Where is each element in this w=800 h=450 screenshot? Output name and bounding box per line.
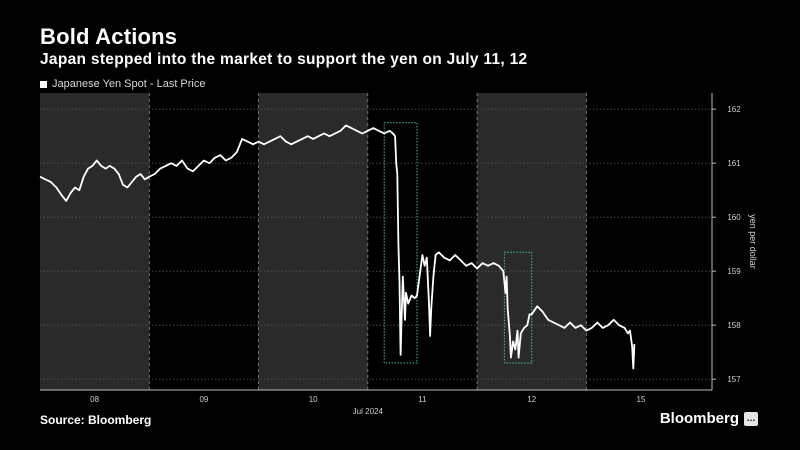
grid-lines	[40, 108, 712, 380]
x-tick-label-12: 12	[527, 395, 536, 404]
y-axis-label: yen per dollar	[748, 214, 758, 269]
x-axis-label: Jul 2024	[353, 407, 384, 416]
brand-logo: Bloomberg …	[660, 410, 758, 427]
intervention-box-0	[383, 122, 418, 364]
x-tick-label-08: 08	[90, 395, 99, 404]
shaded-period-2	[477, 93, 587, 390]
y-tick-label-161: 161	[727, 159, 741, 168]
y-tick-label-160: 160	[727, 213, 741, 222]
source-note: Source: Bloomberg	[40, 413, 152, 427]
chat-bubble-icon: …	[744, 411, 758, 426]
y-tick-label-158: 158	[727, 321, 741, 330]
y-tick-labels: 157 158 159 160 161 162	[712, 105, 741, 384]
shaded-period-0	[40, 93, 150, 390]
x-tick-labels: 08 09 10 11 12 15	[90, 395, 646, 404]
x-tick-label-10: 10	[309, 395, 318, 404]
y-tick-label-157: 157	[727, 375, 741, 384]
series-line-0	[39, 124, 636, 370]
shaded-period-1	[258, 93, 368, 390]
axes	[40, 93, 713, 391]
x-tick-label-15: 15	[637, 395, 646, 404]
intervention-boxes	[383, 122, 533, 364]
x-tick-label-11: 11	[418, 395, 427, 404]
brand-name: Bloomberg	[659, 410, 739, 427]
y-tick-label-159: 159	[727, 267, 741, 276]
legend: Japanese Yen Spot - Last Price	[40, 78, 206, 90]
series-layer	[39, 124, 636, 370]
y-tick-label-162: 162	[727, 105, 741, 114]
legend-swatch	[40, 80, 47, 88]
chart-title: Bold Actions	[40, 24, 178, 49]
x-tick-label-09: 09	[199, 395, 208, 404]
chart-subtitle: Japan stepped into the market to support…	[40, 51, 528, 68]
weekend-shading	[40, 93, 587, 390]
legend-label: Japanese Yen Spot - Last Price	[52, 78, 206, 90]
